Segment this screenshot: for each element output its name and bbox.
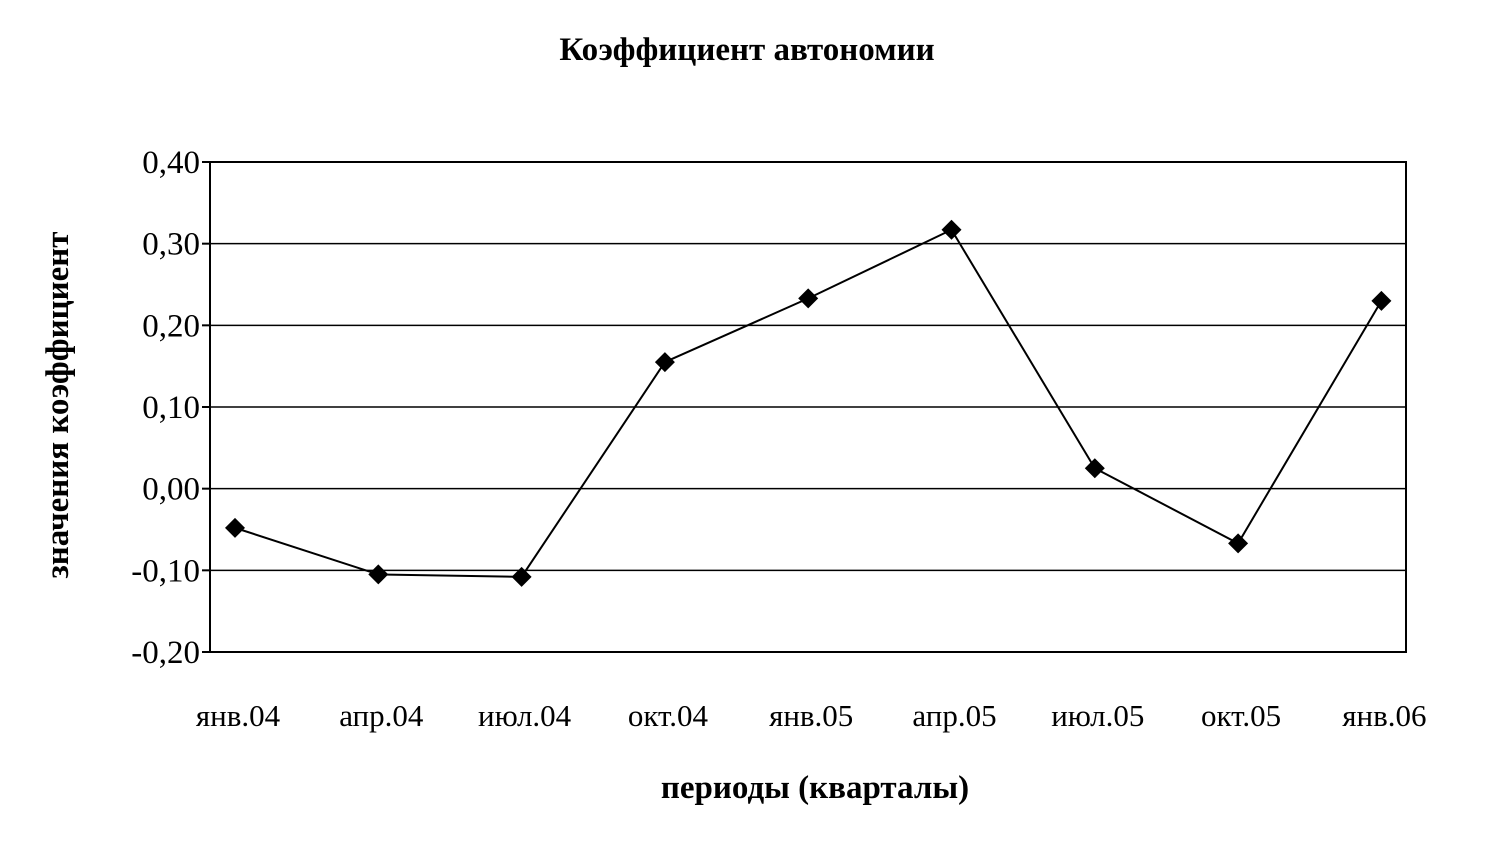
y-tick-label: -0,20 (131, 635, 200, 671)
x-axis-title: периоды (кварталы) (661, 770, 969, 806)
chart-title: Коэффициент автономии (559, 32, 934, 68)
y-axis-tick-labels: 0,40 0,30 0,20 0,10 0,00 -0,10 -0,20 (131, 145, 210, 671)
data-point-marker (225, 517, 245, 538)
series-markers (225, 219, 1392, 587)
x-tick-label: июл.05 (1051, 698, 1144, 733)
series-line (234, 228, 1383, 578)
data-point-marker (798, 288, 819, 309)
x-axis-tick-labels: янв.04 апр.04 июл.04 окт.04 янв.05 апр.05 июл.… (196, 698, 1427, 733)
y-axis-title: значения коэффициент (40, 232, 76, 579)
x-tick-label: янв.05 (769, 698, 853, 733)
data-point-marker (1084, 458, 1105, 479)
x-tick-label: апр.04 (339, 698, 424, 733)
x-tick-label: янв.06 (1342, 698, 1426, 733)
gridlines (210, 242, 1406, 572)
y-tick-label: 0,40 (142, 145, 200, 181)
series-line-path (234, 228, 1383, 578)
data-point-marker (1371, 290, 1392, 311)
data-point-marker (654, 352, 675, 373)
x-tick-label: июл.04 (478, 698, 572, 733)
y-tick-label: 0,10 (142, 390, 200, 426)
y-tick-label: 0,20 (142, 308, 200, 344)
x-tick-label: окт.05 (1201, 698, 1281, 733)
data-point-marker (511, 566, 532, 587)
data-point-marker (1228, 533, 1249, 554)
x-tick-label: апр.05 (912, 698, 996, 733)
y-tick-label: -0,10 (131, 553, 200, 589)
data-point-marker (941, 219, 962, 240)
y-tick-label: 0,00 (142, 472, 200, 508)
data-point-marker (368, 564, 389, 585)
y-tick-label: 0,30 (142, 227, 200, 263)
x-tick-label: янв.04 (196, 698, 281, 733)
x-tick-label: окт.04 (628, 698, 709, 733)
